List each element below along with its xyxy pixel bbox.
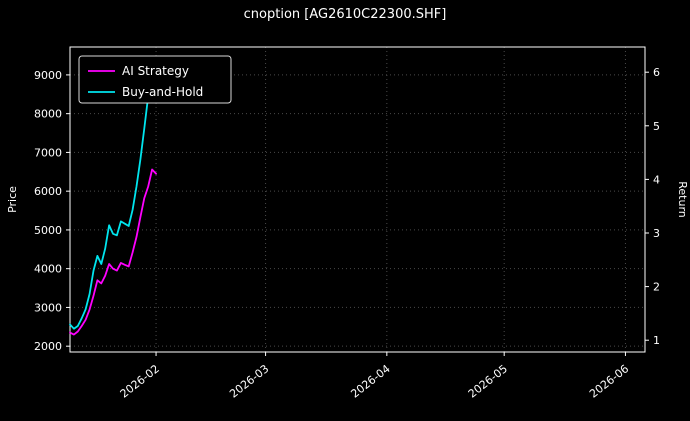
legend-item-1: Buy-and-Hold — [88, 85, 203, 99]
svg-text:2000: 2000 — [34, 340, 62, 353]
svg-text:5000: 5000 — [34, 224, 62, 237]
svg-text:4000: 4000 — [34, 263, 62, 276]
svg-text:5: 5 — [653, 120, 660, 133]
y-axis-label-left: Price — [6, 186, 19, 213]
legend-item-0: AI Strategy — [88, 64, 189, 78]
y-axis-label-right: Return — [676, 181, 689, 218]
svg-text:4: 4 — [653, 173, 660, 186]
x-axis: 2026-02 2026-03 2026-04 2026-05 2026-06 — [118, 352, 631, 401]
svg-text:3: 3 — [653, 227, 660, 240]
series-line-0 — [69, 168, 158, 336]
svg-text:9000: 9000 — [34, 69, 62, 82]
svg-text:2026-04: 2026-04 — [348, 362, 392, 401]
legend-label: Buy-and-Hold — [122, 85, 203, 99]
y-axis-left: 2000 3000 4000 5000 6000 7000 8000 9000 — [34, 69, 70, 353]
svg-text:1: 1 — [653, 334, 660, 347]
svg-text:8000: 8000 — [34, 108, 62, 121]
svg-text:6000: 6000 — [34, 185, 62, 198]
y-axis-right: 1 2 3 4 5 6 — [645, 66, 660, 347]
legend-label: AI Strategy — [122, 64, 189, 78]
chart-title: cnoption [AG2610C22300.SHF] — [243, 7, 447, 22]
svg-text:7000: 7000 — [34, 146, 62, 159]
svg-text:2026-03: 2026-03 — [227, 362, 271, 401]
svg-text:2026-05: 2026-05 — [466, 362, 510, 401]
series-line-1 — [69, 66, 154, 330]
svg-text:2: 2 — [653, 281, 660, 294]
legend: AI Strategy Buy-and-Hold — [78, 55, 232, 104]
svg-text:2026-06: 2026-06 — [587, 362, 631, 401]
svg-text:3000: 3000 — [34, 301, 62, 314]
plot-border — [69, 46, 646, 353]
svg-text:6: 6 — [653, 66, 660, 79]
gridlines — [70, 47, 645, 352]
svg-text:2026-02: 2026-02 — [118, 362, 162, 401]
